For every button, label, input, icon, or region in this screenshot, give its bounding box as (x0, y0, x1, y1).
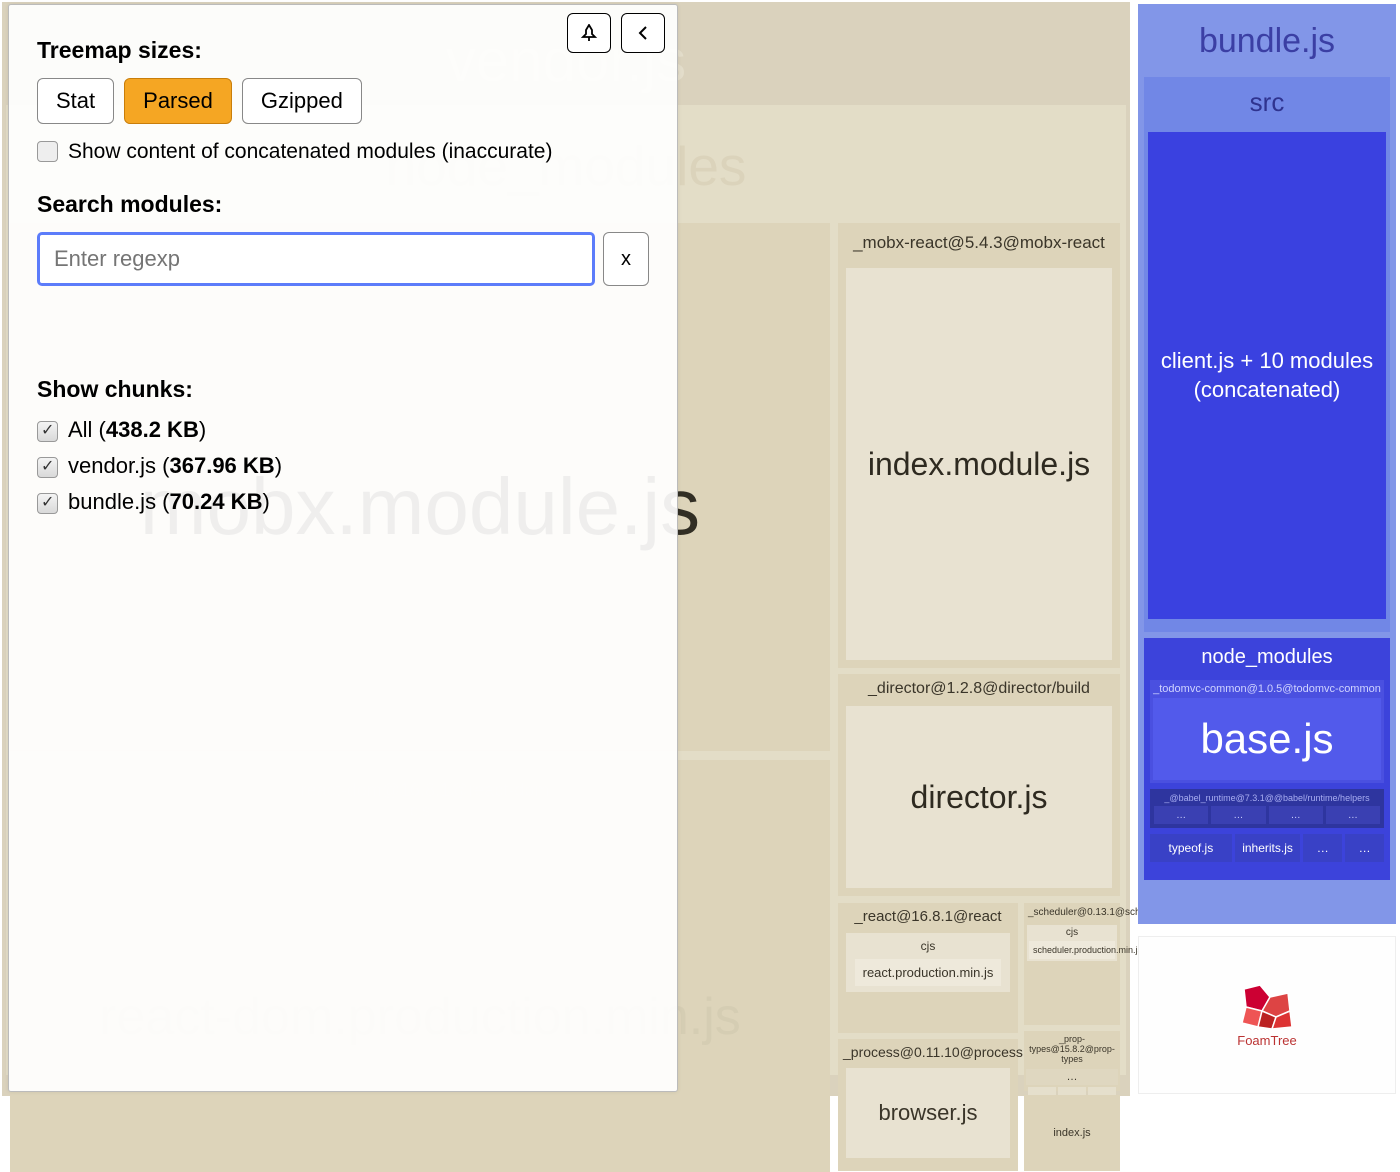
treemap-bundle[interactable]: bundle.js src client.js + 10 modules (co… (1138, 4, 1396, 924)
sidebar-panel: Treemap sizes: Stat Parsed Gzipped Show … (8, 4, 678, 1092)
src-label: src (1144, 77, 1390, 128)
collapse-button[interactable] (621, 13, 665, 53)
treemap-director[interactable]: _director@1.2.8@director/build director.… (838, 674, 1120, 896)
todomvc-label: _todomvc-common@1.0.5@todomvc-common (1153, 683, 1381, 695)
typeof-cell[interactable]: typeof.js (1150, 834, 1232, 862)
bundle-label: bundle.js (1142, 8, 1392, 75)
misc-cell[interactable]: … (1303, 834, 1342, 862)
sizes-label: Treemap sizes: (37, 37, 649, 64)
concat-label: Show content of concatenated modules (in… (68, 138, 552, 165)
chevron-left-icon (636, 24, 650, 42)
chunk-row[interactable]: All (438.2 KB) (37, 417, 649, 443)
bundle-node-modules[interactable]: node_modules _todomvc-common@1.0.5@todom… (1144, 638, 1390, 880)
treemap-indexjs[interactable]: index.js (1024, 1095, 1120, 1171)
size-parsed-button[interactable]: Parsed (124, 78, 232, 124)
process-label: _process@0.11.10@process (838, 1039, 1018, 1065)
pin-icon (580, 24, 598, 42)
search-label: Search modules: (37, 191, 649, 218)
babel-label: _@babel_runtime@7.3.1@@babel/runtime/hel… (1154, 793, 1380, 803)
inherits-cell[interactable]: inherits.js (1235, 834, 1301, 862)
chunk-row[interactable]: vendor.js (367.96 KB) (37, 453, 649, 479)
foamtree-text: FoamTree (1237, 1033, 1296, 1048)
treemap-proptypes[interactable]: _prop-types@15.8.2@prop-types … (1024, 1031, 1120, 1091)
chunk-label: vendor.js (367.96 KB) (68, 453, 282, 479)
chunks-list: All (438.2 KB) vendor.js (367.96 KB) bundl… (37, 417, 649, 515)
director-label: _director@1.2.8@director/build (838, 674, 1120, 704)
size-gzipped-button[interactable]: Gzipped (242, 78, 362, 124)
chunk-checkbox[interactable] (37, 421, 58, 442)
chunk-row[interactable]: bundle.js (70.24 KB) (37, 489, 649, 515)
foamtree-icon (1240, 983, 1294, 1031)
search-input[interactable] (37, 232, 595, 286)
treemap-scheduler[interactable]: _scheduler@0.13.1@scheduler cjs schedule… (1024, 903, 1120, 1025)
size-button-group: Stat Parsed Gzipped (37, 78, 649, 124)
process-module: browser.js (846, 1068, 1010, 1158)
concat-checkbox-row[interactable]: Show content of concatenated modules (in… (37, 138, 649, 165)
scheduler-label: _scheduler@0.13.1@scheduler (1024, 903, 1120, 922)
scheduler-inner[interactable]: cjs scheduler.production.min.js (1027, 925, 1117, 961)
chunk-label: bundle.js (70.24 KB) (68, 489, 270, 515)
base-js: base.js (1153, 698, 1381, 780)
treemap-mobx-react[interactable]: _mobx-react@5.4.3@mobx-react index.modul… (838, 223, 1120, 668)
todomvc-block[interactable]: _todomvc-common@1.0.5@todomvc-common bas… (1150, 680, 1384, 783)
mobx-react-inner[interactable]: index.module.js (846, 268, 1112, 660)
foamtree-logo-block[interactable]: FoamTree (1138, 936, 1396, 1094)
bundle-src[interactable]: src client.js + 10 modules (concatenated… (1144, 77, 1390, 632)
react-prod-label: react.production.min.js (855, 959, 1001, 986)
babel-cell: … (1211, 806, 1265, 824)
index-module-label: index.module.js (868, 446, 1090, 483)
chunk-label: All (438.2 KB) (68, 417, 206, 443)
proptypes-label: _prop-types@15.8.2@prop-types (1024, 1031, 1120, 1067)
babel-cell: … (1326, 806, 1380, 824)
misc-cell[interactable]: … (1345, 834, 1384, 862)
pin-button[interactable] (567, 13, 611, 53)
babel-block[interactable]: _@babel_runtime@7.3.1@@babel/runtime/hel… (1150, 789, 1384, 828)
react-cjs[interactable]: cjs react.production.min.js (846, 933, 1010, 992)
client-module[interactable]: client.js + 10 modules (concatenated) (1148, 132, 1386, 619)
director-module-label: director.js (911, 779, 1048, 816)
chunks-label: Show chunks: (37, 376, 649, 403)
proptypes-dots: … (1026, 1069, 1118, 1085)
scheduler-prod: scheduler.production.min.js (1029, 941, 1115, 959)
babel-cell: … (1154, 806, 1208, 824)
react-label: _react@16.8.1@react (838, 903, 1018, 930)
clear-search-button[interactable]: x (603, 232, 649, 286)
size-stat-button[interactable]: Stat (37, 78, 114, 124)
treemap-react[interactable]: _react@16.8.1@react cjs react.production… (838, 903, 1018, 1033)
bundle-nm-label: node_modules (1144, 638, 1390, 677)
mobx-react-label: _mobx-react@5.4.3@mobx-react (838, 223, 1120, 263)
concat-checkbox[interactable] (37, 141, 58, 162)
babel-cell: … (1269, 806, 1323, 824)
chunk-checkbox[interactable] (37, 493, 58, 514)
treemap-process[interactable]: _process@0.11.10@process browser.js (838, 1039, 1018, 1171)
chunk-checkbox[interactable] (37, 457, 58, 478)
director-inner[interactable]: director.js (846, 706, 1112, 888)
